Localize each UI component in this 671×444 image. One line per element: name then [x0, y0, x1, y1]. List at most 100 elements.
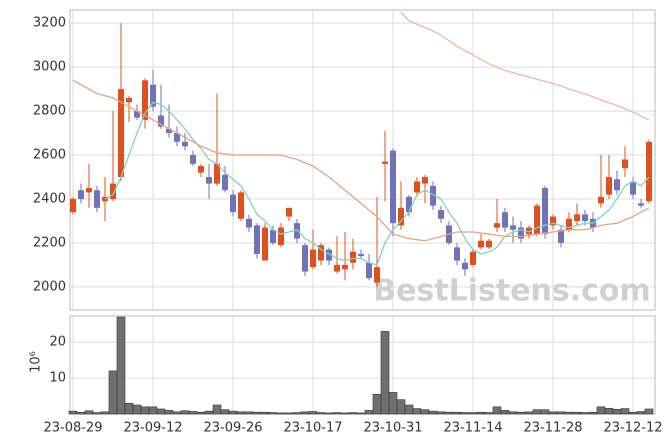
candle-body	[534, 205, 540, 235]
candle-body	[334, 264, 340, 272]
volume-bar	[324, 412, 334, 415]
moving-average-line	[72, 79, 650, 242]
volume-axis-label: 10⁶	[29, 351, 44, 373]
candle-body	[366, 262, 372, 279]
volume-bar	[68, 410, 78, 415]
candle-body	[422, 177, 428, 184]
candle-body	[190, 155, 196, 164]
volume-bar	[428, 410, 438, 415]
watermark: BestListens.com	[373, 274, 651, 309]
volume-bar	[596, 406, 606, 415]
volume-bar	[604, 407, 614, 415]
volume-bar	[388, 392, 398, 415]
volume-bar	[76, 411, 86, 415]
volume-bar	[532, 409, 542, 415]
volume-bar	[196, 411, 206, 415]
volume-bar	[292, 412, 302, 415]
candle-body	[198, 166, 204, 173]
candle-body	[582, 214, 588, 221]
candle-body	[606, 177, 612, 195]
volume-bar	[628, 411, 638, 415]
volume-bar	[252, 411, 262, 415]
candle-body	[486, 240, 492, 248]
candle-body	[614, 179, 620, 191]
candle-body	[470, 251, 476, 265]
volume-bar	[340, 412, 350, 415]
x-tick-label: 23-11-28	[523, 421, 582, 436]
candle-body	[206, 177, 212, 184]
x-tick-label: 23-09-12	[123, 421, 182, 436]
candle-body	[254, 225, 260, 254]
candle-body	[478, 240, 484, 248]
volume-bar	[236, 411, 246, 415]
volume-bar	[556, 411, 566, 415]
volume-bar	[380, 331, 390, 415]
candle-body	[382, 161, 388, 164]
candle-body	[342, 264, 348, 270]
volume-bar	[156, 408, 166, 415]
candle-body	[638, 203, 644, 206]
volume-bar	[356, 412, 366, 415]
volume-bar	[140, 406, 150, 415]
candle-body	[518, 227, 524, 239]
candle-body	[598, 196, 604, 204]
y-tick-label: 2800	[33, 104, 66, 119]
volume-bar	[92, 412, 102, 415]
volume-bar	[612, 409, 622, 415]
candle-body	[110, 183, 116, 200]
y-tick-label: 3000	[33, 60, 66, 75]
volume-bar	[548, 411, 558, 415]
volume-bar	[468, 412, 478, 415]
candle-body	[526, 227, 532, 235]
candle-body	[262, 227, 268, 261]
candle-body	[86, 188, 92, 193]
candle-body	[118, 89, 124, 178]
volume-bar	[372, 393, 382, 415]
volume-bar	[164, 410, 174, 415]
x-tick-label: 23-08-29	[43, 421, 102, 436]
candle-body	[126, 97, 132, 103]
volume-bar	[276, 412, 286, 415]
volume-bar	[148, 406, 158, 415]
volume-bar	[124, 402, 134, 415]
volume-bar	[572, 411, 582, 415]
candle-body	[238, 192, 244, 219]
candle-body	[494, 223, 500, 228]
candle-body	[230, 194, 236, 213]
candle-body	[78, 190, 84, 200]
x-tick-label: 23-09-26	[203, 421, 262, 436]
volume-bar	[316, 412, 326, 415]
candle-body	[318, 245, 324, 261]
volume-bar	[180, 410, 190, 415]
volume-bar	[212, 404, 222, 415]
y-tick-label: 2400	[33, 192, 66, 207]
volume-bar	[500, 410, 510, 415]
candle-body	[430, 185, 436, 206]
volume-bar	[420, 409, 430, 415]
volume-bar	[260, 411, 270, 415]
volume-tick-label: 10	[49, 371, 66, 386]
candle-body	[454, 247, 460, 261]
volume-bar	[204, 410, 214, 415]
candle-body	[622, 159, 628, 169]
volume-bar	[620, 408, 630, 415]
volume-bar	[188, 411, 198, 415]
x-tick-label: 23-10-31	[363, 421, 422, 436]
candle-body	[462, 262, 468, 270]
candle-body	[222, 174, 228, 191]
volume-bar	[228, 410, 238, 415]
volume-bar	[404, 404, 414, 415]
volume-bar	[444, 411, 454, 415]
candle-body	[510, 225, 516, 230]
candle-body	[406, 196, 412, 213]
candle-body	[502, 212, 508, 228]
candle-body	[646, 141, 652, 202]
x-tick-label: 23-10-17	[283, 421, 342, 436]
volume-bar	[108, 370, 118, 415]
candle-body	[166, 128, 172, 134]
candle-body	[214, 163, 220, 184]
candle-body	[150, 84, 156, 107]
volume-bar	[284, 412, 294, 415]
candle-body	[574, 214, 580, 221]
